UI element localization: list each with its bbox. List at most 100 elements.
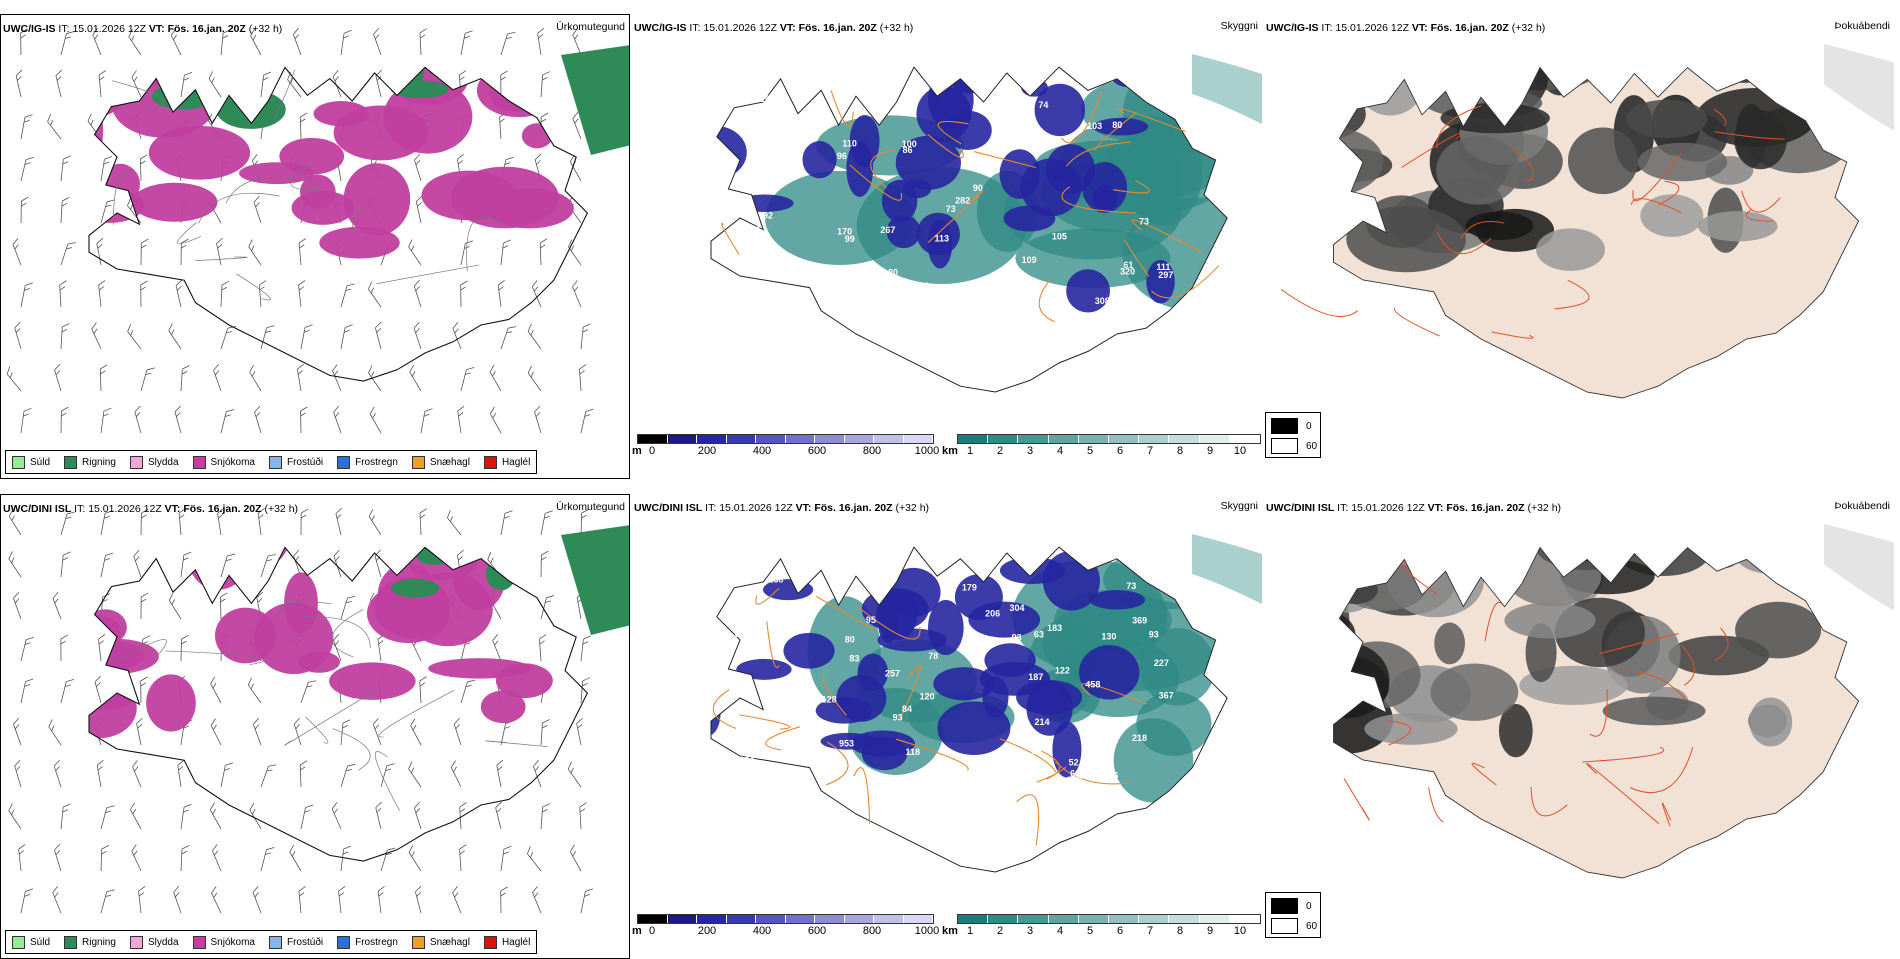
wind-barb-icon: [453, 718, 468, 745]
wind-barb-icon: [501, 30, 515, 57]
legend-label: Slydda: [148, 937, 179, 948]
precip-map-top: [1, 15, 630, 479]
wind-barb-icon: [181, 365, 190, 391]
snow-area: [69, 93, 103, 167]
fog-area: [1626, 100, 1707, 139]
visibility-m-area: [968, 602, 1040, 638]
visibility-value-label: 93: [1012, 632, 1022, 642]
wind-barb-icon: [413, 802, 428, 829]
wind-barb-icon: [21, 888, 33, 915]
legend-item: Rigning: [64, 936, 116, 949]
road-line: [1395, 308, 1440, 336]
wind-barb-icon: [300, 407, 308, 433]
rain-area: [346, 515, 395, 550]
sea-visibility-area: [1192, 534, 1262, 604]
visibility-value-label: 73: [946, 204, 956, 214]
wind-barb-icon: [459, 845, 468, 871]
wind-barb-icon: [21, 407, 31, 434]
wind-barb-icon: [461, 281, 468, 307]
wind-barb-icon: [208, 803, 227, 829]
wind-barb-icon: [449, 761, 467, 787]
legend-label: Frostúði: [287, 457, 323, 468]
wind-barb-icon: [461, 678, 475, 705]
legend-item: Súld: [12, 456, 50, 469]
colorbar-tick: 200: [698, 925, 716, 937]
wind-barb-icon: [172, 886, 187, 913]
wind-barb-icon: [181, 551, 191, 578]
wind-barb-icon: [335, 508, 348, 535]
colorbar-segment: [786, 915, 816, 923]
rain-area: [486, 557, 516, 590]
snow-area: [481, 690, 526, 723]
wind-barb-icon: [248, 365, 267, 391]
wind-barb-icon: [45, 114, 66, 139]
visibility-value-label: 105: [1052, 231, 1067, 241]
fog-legend-low: 60: [1306, 441, 1317, 452]
visibility-value-label: 304: [1009, 603, 1024, 613]
legend-label: Frostregn: [355, 937, 398, 948]
wind-barb-icon: [141, 593, 148, 619]
fog-area: [1333, 575, 1378, 605]
wind-barb-icon: [13, 760, 27, 787]
colorbar-segment: [756, 915, 786, 923]
snow-area: [329, 662, 416, 699]
colorbar-tick: 4: [1057, 445, 1063, 457]
wind-barb-icon: [299, 886, 308, 913]
wind-barb-icon: [331, 802, 348, 829]
legend-item: Frostúði: [269, 456, 323, 469]
legend-label: Frostregn: [355, 457, 398, 468]
colorbar-segment: [1169, 915, 1199, 923]
panel-title: UWC/DINI ISL IT: 15.01.2026 12Z VT: Fös.…: [3, 503, 298, 515]
fog-area: [1430, 664, 1518, 721]
visibility-m-area: [1093, 185, 1118, 213]
wind-barb-icon: [299, 238, 308, 265]
visibility-m-area: [802, 141, 836, 178]
visibility-value-label: 214: [1035, 717, 1050, 727]
visibility-m-area: [695, 72, 730, 108]
fog-swatch-high: [1271, 898, 1298, 914]
wind-barb-icon: [491, 634, 507, 661]
fog-area: [1638, 143, 1727, 181]
colorbar-segment: [756, 435, 786, 443]
wind-barb-icon: [221, 408, 234, 435]
legend-swatch: [12, 456, 25, 469]
panel-label-visibility: Skyggni: [1221, 500, 1258, 512]
wind-barb-icon: [55, 70, 68, 97]
visibility-value-label: 93: [1149, 629, 1159, 639]
colorbar-segment: [697, 915, 727, 923]
fog-legend-bottom: 0 60: [1265, 892, 1321, 938]
colorbar-segment: [1230, 915, 1260, 923]
snow-area: [228, 527, 279, 552]
wind-barb-icon: [541, 71, 550, 97]
wind-barb-icon: [209, 677, 227, 703]
legend-item: Haglél: [484, 456, 530, 469]
colorbar-unit-m: m: [632, 445, 642, 457]
legend-swatch: [193, 456, 206, 469]
wind-barb-icon: [297, 364, 308, 391]
wind-barb-icon: [53, 364, 67, 391]
wind-barb-icon: [21, 678, 33, 705]
visibility-m-area: [999, 149, 1039, 199]
colorbar-segment: [1079, 915, 1109, 923]
legend-label: Haglél: [502, 937, 530, 948]
visibility-m-area: [858, 654, 888, 692]
fog-map-bottom: [1264, 494, 1894, 959]
visibility-m-area: [1079, 645, 1139, 699]
wind-barb-icon: [406, 240, 426, 265]
fog-area: [1364, 713, 1457, 745]
wind-barb-icon: [420, 509, 428, 535]
wind-barb-icon: [15, 70, 28, 97]
wind-barb-icon: [341, 29, 352, 56]
visibility-m-area: [685, 149, 724, 176]
colorbar-tick: 6: [1117, 445, 1123, 457]
road-line: [1017, 795, 1039, 846]
wind-barb-icon: [221, 324, 236, 351]
legend-item: Slydda: [130, 456, 179, 469]
wind-barb-icon: [53, 760, 68, 787]
wind-barb-icon: [61, 240, 76, 267]
snow-area: [428, 658, 531, 678]
colorbar-tick: 2: [997, 445, 1003, 457]
precip-map-bottom: [1, 495, 630, 959]
